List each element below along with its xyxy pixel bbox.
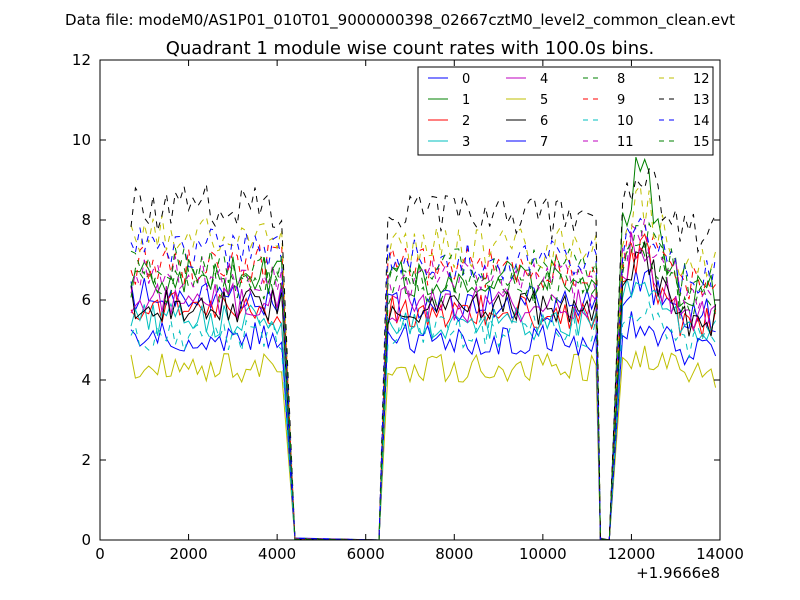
chart-title: Quadrant 1 module wise count rates with … — [166, 38, 655, 59]
series-line-5 — [130, 345, 717, 540]
series-line-9 — [130, 233, 716, 540]
figure-suptitle: Data file: modeM0/AS1P01_010T01_90000003… — [65, 11, 735, 30]
legend-label-0: 0 — [462, 72, 470, 87]
series-line-1 — [130, 156, 717, 540]
series-line-14 — [130, 217, 717, 540]
legend-label-8: 8 — [617, 72, 625, 87]
x-tick-label: 10000 — [519, 545, 567, 563]
legend-label-2: 2 — [462, 114, 470, 129]
x-offset-label: +1.9666e8 — [636, 564, 720, 582]
legend-label-6: 6 — [540, 114, 548, 129]
x-tick-label: 0 — [95, 545, 105, 563]
series-line-7 — [130, 311, 717, 540]
y-tick-label: 4 — [81, 371, 91, 389]
y-tick-label: 0 — [81, 531, 91, 549]
legend-label-14: 14 — [693, 114, 710, 129]
x-tick-label: 14000 — [696, 545, 744, 563]
series-line-11 — [130, 218, 716, 540]
series-line-12 — [130, 184, 717, 540]
legend-box — [417, 66, 714, 156]
series-line-4 — [130, 232, 716, 540]
y-tick-label: 12 — [72, 51, 91, 69]
legend-label-11: 11 — [617, 135, 634, 150]
y-tick-label: 6 — [81, 291, 91, 309]
x-tick-label: 8000 — [435, 545, 473, 563]
legend-label-5: 5 — [540, 93, 548, 108]
series-line-3 — [130, 278, 717, 540]
legend-label-7: 7 — [540, 135, 548, 150]
legend-label-13: 13 — [693, 93, 710, 108]
legend-label-12: 12 — [693, 72, 710, 87]
legend-label-10: 10 — [617, 114, 634, 129]
y-tick-label: 10 — [72, 131, 91, 149]
legend-label-3: 3 — [462, 135, 470, 150]
x-tick-label: 12000 — [608, 545, 656, 563]
series-line-6 — [130, 240, 717, 540]
x-tick-label: 4000 — [258, 545, 296, 563]
legend-label-4: 4 — [540, 72, 548, 87]
series-layer — [130, 156, 717, 540]
legend-label-1: 1 — [462, 93, 470, 108]
legend-label-9: 9 — [617, 93, 625, 108]
x-tick-label: 2000 — [169, 545, 207, 563]
series-line-15 — [130, 221, 716, 540]
series-line-2 — [130, 232, 717, 540]
x-tick-label: 6000 — [347, 545, 385, 563]
series-line-10 — [130, 300, 717, 540]
legend-label-15: 15 — [693, 135, 710, 150]
y-tick-label: 2 — [81, 451, 91, 469]
axes-layer: 0 2000 4000 6000 8000 10000 12000 1400002468101… — [72, 51, 744, 563]
y-tick-label: 8 — [81, 211, 91, 229]
